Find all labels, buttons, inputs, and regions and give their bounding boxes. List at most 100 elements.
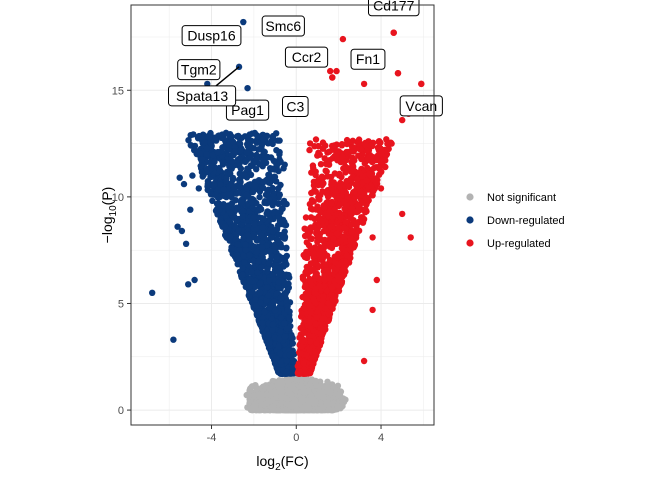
not-significant-point [274,406,282,414]
down-regulated-point [258,232,265,239]
down-regulated-point [201,139,208,146]
down-regulated-point [234,241,241,248]
down-regulated-point [207,191,215,198]
not-significant-point [298,405,306,413]
down-regulated-point [249,288,256,295]
down-regulated-point [235,176,243,183]
down-regulated-point [242,158,249,165]
down-regulated-point [219,159,226,166]
down-regulated-point [198,156,206,163]
not-significant-point [293,405,300,412]
down-regulated-point [191,276,198,284]
down-regulated-point [273,147,280,154]
down-regulated-point [257,299,264,306]
down-regulated-point [266,304,274,311]
down-regulated-point [255,258,262,265]
not-significant-point [338,402,346,409]
down-regulated-point [285,271,292,279]
not-significant-point [307,392,315,399]
down-regulated-point [242,241,249,248]
down-regulated-point [246,131,253,138]
down-regulated-point [222,129,230,137]
down-regulated-point [256,193,263,201]
not-significant-point [315,406,322,414]
down-regulated-point [235,132,242,140]
down-regulated-point [185,137,192,144]
down-regulated-point [243,149,251,156]
down-regulated-point [229,158,236,165]
down-regulated-point [258,264,265,271]
down-regulated-point [270,298,278,305]
down-regulated-point [259,184,267,191]
down-regulated-point [251,221,258,228]
down-regulated-point [261,308,268,316]
down-regulated-point [277,314,285,321]
down-regulated-point [211,158,218,165]
down-regulated-point [283,368,290,376]
down-regulated-point [286,351,293,359]
down-regulated-point [229,174,237,182]
up-regulated-point [309,162,317,169]
not-significant-point [289,382,297,389]
down-regulated-point [251,182,259,189]
down-regulated-point [267,234,275,241]
down-regulated-point [237,165,245,172]
down-regulated-point [228,245,236,252]
down-regulated-point [235,227,242,234]
down-regulated-point [277,294,284,302]
down-regulated-point [215,200,222,207]
not-significant-point [305,405,313,412]
down-regulated-point [248,199,255,206]
down-regulated-point [254,133,261,140]
down-regulated-point [182,240,190,247]
down-regulated-point [280,262,287,269]
down-regulated-point [284,306,291,313]
down-regulated-point [240,171,248,178]
up-regulated-point [317,161,325,168]
down-regulated-point [170,336,177,343]
down-regulated-point [239,213,246,220]
not-significant-point [268,382,276,390]
not-significant-point [292,387,299,394]
down-regulated-point [275,343,282,350]
down-regulated-point [226,191,233,198]
down-regulated-point [209,197,216,204]
down-regulated-point [256,280,264,287]
up-regulated-point [349,154,356,161]
down-regulated-point [203,144,211,152]
down-regulated-point [287,333,295,340]
down-regulated-point [270,157,277,164]
down-regulated-point [277,328,284,335]
down-regulated-point [243,191,250,198]
down-regulated-point [261,198,269,205]
down-regulated-point [277,158,284,165]
down-regulated-point [235,189,242,196]
down-regulated-point [274,366,281,373]
down-regulated-point [203,150,210,158]
not-significant-point [324,385,331,392]
down-regulated-point [216,206,223,214]
not-significant-point [267,391,275,398]
down-regulated-point [221,223,229,230]
down-regulated-point [237,199,245,206]
down-regulated-point [275,185,282,192]
down-regulated-point [281,333,289,340]
up-regulated-point [325,161,333,168]
down-regulated-point [275,238,282,246]
down-regulated-point [266,277,273,284]
not-significant-point [323,400,331,407]
down-regulated-point [265,331,272,338]
down-regulated-point [241,259,248,266]
not-significant-point [300,389,308,397]
down-regulated-point [235,255,242,263]
down-regulated-point [273,355,280,362]
down-regulated-point [206,133,213,140]
down-regulated-point [256,289,264,296]
down-regulated-point [185,281,192,288]
down-regulated-point [212,135,219,143]
down-regulated-point [239,264,246,272]
down-regulated-point [266,247,273,255]
down-regulated-point [178,227,186,235]
down-regulated-point [276,137,283,144]
